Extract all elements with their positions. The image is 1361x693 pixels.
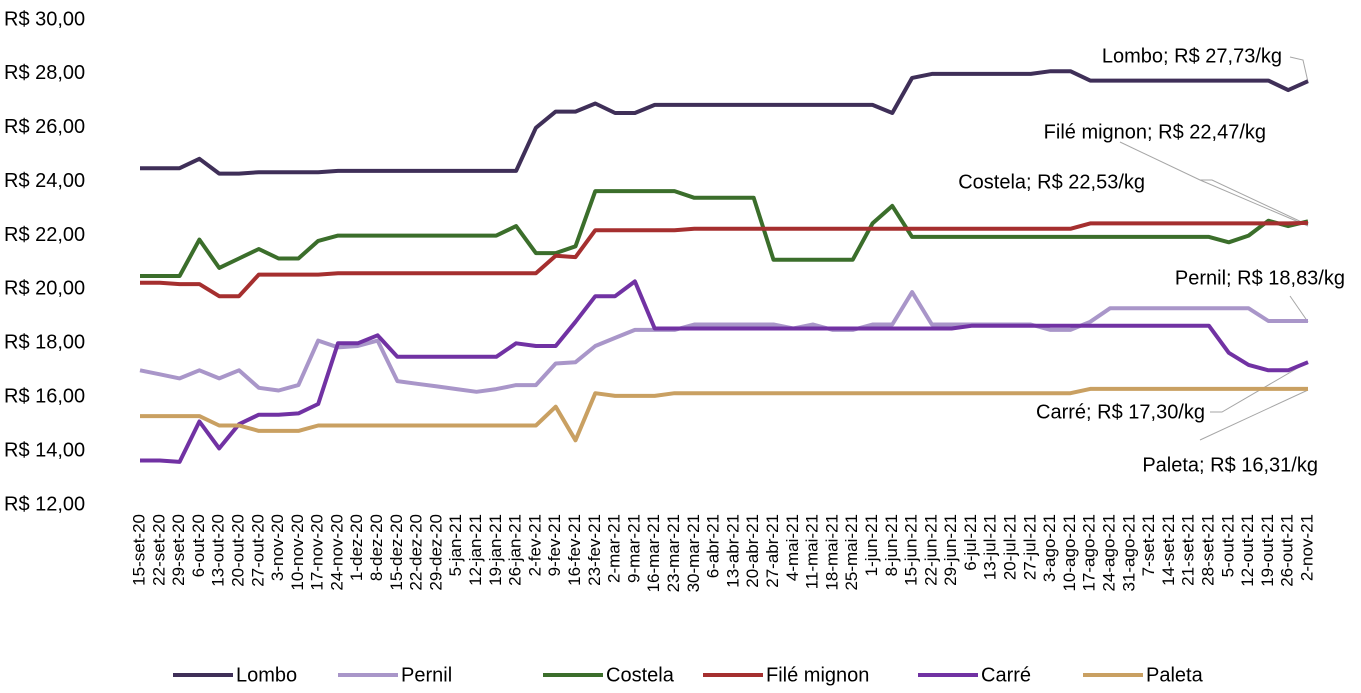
y-tick-label: R$ 30,00 (4, 8, 85, 30)
x-tick-label: 6-jul-21 (961, 514, 980, 571)
x-tick-label: 14-set-21 (1159, 514, 1178, 586)
series-line (140, 69, 1309, 176)
x-tick-label: 18-mai-21 (822, 514, 841, 591)
x-tick-label: 31-ago-21 (1119, 514, 1138, 592)
x-tick-label: 25-mai-21 (842, 514, 861, 591)
x-tick-label: 28-set-21 (1199, 514, 1218, 586)
legend-label: Carré (981, 664, 1031, 686)
x-tick-label: 29-set-20 (169, 514, 188, 586)
x-tick-label: 9-fev-21 (545, 514, 564, 576)
leader-line (1210, 361, 1309, 413)
y-tick-label: R$ 22,00 (4, 224, 85, 246)
annotation: Carré; R$ 17,30/kg (1036, 401, 1205, 423)
series-line (140, 189, 1309, 278)
x-tick-label: 27-jul-21 (1020, 514, 1039, 580)
leader-line (1289, 295, 1309, 323)
x-tick-label: 2-mar-21 (605, 514, 624, 583)
x-tick-label: 6-out-20 (189, 514, 208, 577)
x-tick-label: 29-dez-20 (426, 514, 445, 591)
x-tick-label: 5-jan-21 (446, 514, 465, 576)
x-tick-label: 23-fev-21 (585, 514, 604, 586)
x-tick-label: 21-set-21 (1179, 514, 1198, 586)
x-tick-label: 6-abr-21 (704, 514, 723, 578)
x-tick-label: 19-jan-21 (486, 514, 505, 586)
x-tick-label: 3-nov-20 (268, 514, 287, 581)
y-tick-label: R$ 28,00 (4, 62, 85, 84)
x-tick-label: 16-fev-21 (565, 514, 584, 586)
x-tick-label: 8-jun-21 (882, 514, 901, 576)
legend-label: Filé mignon (766, 664, 869, 686)
annotation: Filé mignon; R$ 22,47/kg (1044, 121, 1266, 143)
x-tick-label: 10-nov-20 (288, 514, 307, 591)
x-tick-label: 22-set-20 (149, 514, 168, 586)
legend-label: Costela (606, 664, 675, 686)
annotation: Lombo; R$ 27,73/kg (1102, 45, 1282, 67)
legend-label: Lombo (236, 664, 297, 686)
x-tick-label: 26-out-21 (1278, 514, 1297, 587)
x-tick-label: 20-abr-21 (743, 514, 762, 588)
x-tick-label: 24-nov-20 (327, 514, 346, 591)
x-tick-label: 1-dez-20 (347, 514, 366, 581)
x-tick-label: 23-mar-21 (664, 514, 683, 592)
x-tick-label: 13-jul-21 (981, 514, 1000, 580)
x-tick-label: 27-out-20 (248, 514, 267, 587)
x-tick-label: 2-fev-21 (525, 514, 544, 576)
x-tick-label: 16-mar-21 (644, 514, 663, 592)
x-tick-label: 10-ago-21 (1060, 514, 1079, 592)
y-tick-label: R$ 12,00 (4, 493, 85, 515)
leader-line (1200, 179, 1309, 226)
x-tick-label: 7-set-21 (1139, 514, 1158, 576)
x-tick-label: 9-mar-21 (624, 514, 643, 583)
annotation: Costela; R$ 22,53/kg (958, 171, 1145, 193)
leader-line (1199, 389, 1309, 441)
x-tick-label: 12-out-21 (1238, 514, 1257, 587)
y-tick-label: R$ 16,00 (4, 386, 85, 408)
x-tick-label: 1-jun-21 (862, 514, 881, 576)
x-tick-label: 8-dez-20 (367, 514, 386, 581)
legend-label: Pernil (401, 664, 452, 686)
y-tick-label: R$ 24,00 (4, 170, 85, 192)
x-tick-label: 20-out-20 (228, 514, 247, 587)
x-tick-label: 3-ago-21 (1040, 514, 1059, 582)
x-tick-label: 15-set-20 (129, 514, 148, 586)
series-line (140, 220, 1309, 299)
x-tick-label: 11-mai-21 (803, 514, 822, 589)
annotation: Paleta; R$ 16,31/kg (1142, 454, 1318, 476)
x-tick-label: 26-jan-21 (506, 514, 525, 586)
leader-lines (1119, 56, 1309, 441)
y-tick-label: R$ 20,00 (4, 278, 85, 300)
x-tick-label: 5-out-21 (1218, 514, 1237, 577)
x-tick-label: 2-nov-21 (1297, 514, 1316, 581)
x-tick-label: 19-out-21 (1258, 514, 1277, 587)
x-tick-label: 13-abr-21 (723, 514, 742, 588)
x-tick-label: 22-jun-21 (921, 514, 940, 586)
x-tick-label: 17-nov-20 (308, 514, 327, 591)
x-tick-label: 22-dez-20 (407, 514, 426, 591)
x-tick-label: 12-jan-21 (466, 514, 485, 586)
series-line (140, 386, 1308, 443)
x-tick-label: 24-ago-21 (1100, 514, 1119, 592)
leader-line (1119, 141, 1309, 227)
y-tick-label: R$ 14,00 (4, 439, 85, 461)
x-tick-label: 30-mar-21 (684, 514, 703, 592)
x-tick-label: 27-abr-21 (763, 514, 782, 588)
y-tick-label: R$ 26,00 (4, 116, 85, 138)
leader-line (1289, 56, 1309, 83)
x-tick-label: 15-jun-21 (902, 514, 921, 586)
x-tick-label: 13-out-20 (209, 514, 228, 587)
y-tick-label: R$ 18,00 (4, 332, 85, 354)
series-line (139, 290, 1308, 394)
x-tick-label: 29-jun-21 (941, 514, 960, 586)
series-line (140, 279, 1309, 464)
x-tick-label: 17-ago-21 (1080, 514, 1099, 592)
legend-label: Paleta (1146, 664, 1204, 686)
annotation: Pernil; R$ 18,83/kg (1175, 267, 1345, 289)
x-tick-label: 20-jul-21 (1001, 514, 1020, 580)
x-tick-label: 15-dez-20 (387, 514, 406, 591)
x-tick-label: 4-mai-21 (783, 514, 802, 581)
